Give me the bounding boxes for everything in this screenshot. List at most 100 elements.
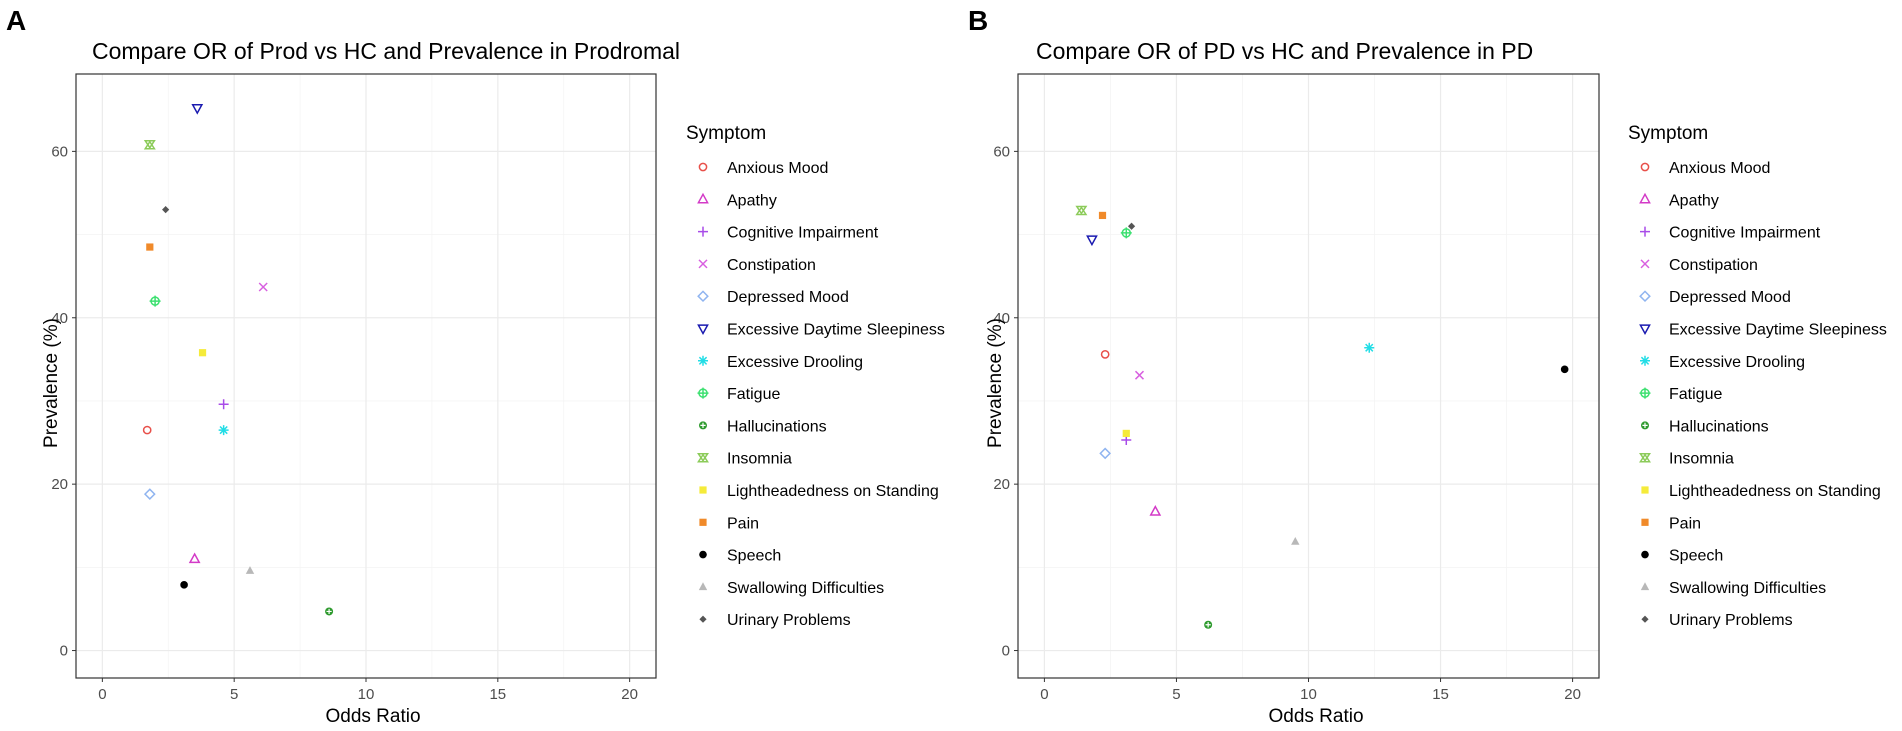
plot-area-a: 0 5 10 15 20 0 20 40 60 [51, 73, 657, 703]
legend-key-excessive-drooling [698, 355, 708, 366]
legend-label-anxious-mood: Anxious Mood [727, 160, 828, 177]
legend-item: Cognitive Impairment [698, 225, 879, 242]
legend-title-b: Symptom [1628, 123, 1708, 144]
legend-label-constipation: Constipation [727, 257, 816, 274]
legend-key-hallucinations [1641, 421, 1649, 430]
legend-key-apathy [697, 192, 709, 204]
point-apathy [188, 552, 201, 564]
legend-label-cognitive-impairment: Cognitive Impairment [727, 225, 879, 242]
legend-item: Excessive Drooling [698, 354, 863, 371]
legend-key-insomnia [1639, 452, 1651, 463]
legend-item: Swallowing Difficulties [698, 580, 884, 597]
legend-key-lightheadedness-on-standing [1641, 486, 1649, 494]
x-axis-title-a: Odds Ratio [325, 706, 420, 727]
legend-item: Depressed Mood [697, 289, 849, 306]
legend-key-excessive-daytime-sleepiness [1639, 324, 1651, 336]
y-tick-label: 40 [51, 310, 68, 327]
legend-label-excessive-drooling: Excessive Drooling [727, 354, 863, 371]
point-excessive-drooling [218, 425, 229, 436]
x-tick-label: 10 [1300, 686, 1317, 703]
legend-key-insomnia [697, 452, 709, 463]
legend-label-speech: Speech [1669, 548, 1723, 565]
legend-label-lightheadedness-on-standing: Lightheadedness on Standing [1669, 483, 1881, 500]
legend-item: Excessive Drooling [1640, 354, 1805, 371]
x-tick-label: 20 [1564, 686, 1581, 703]
point-urinary-problems [162, 206, 170, 214]
y-axis-title-a: Prevalence (%) [41, 318, 62, 448]
legend-b: Anxious Mood Apathy Cognitive Impairment Co… [1639, 160, 1887, 629]
x-tick-label: 10 [358, 686, 375, 703]
legend-key-excessive-drooling [1640, 355, 1650, 366]
point-insomnia [143, 139, 156, 150]
y-tick-label: 40 [993, 310, 1010, 327]
point-pain [1098, 211, 1107, 220]
legend-item: Constipation [1640, 257, 1758, 274]
legend-item: Insomnia [1639, 451, 1734, 468]
legend-label-apathy: Apathy [1669, 192, 1719, 209]
legend-a: Anxious Mood Apathy Cognitive Impairment Co… [697, 160, 945, 629]
legend-key-speech [1641, 550, 1649, 559]
legend-item: Anxious Mood [1640, 160, 1770, 177]
legend-key-pain [1641, 518, 1649, 526]
legend-label-lightheadedness-on-standing: Lightheadedness on Standing [727, 483, 939, 500]
legend-key-urinary-problems [1641, 615, 1649, 623]
legend-item: Pain [699, 515, 759, 532]
x-tick-label: 20 [621, 686, 638, 703]
point-speech [180, 581, 188, 589]
point-lightheadedness-on-standing [1122, 429, 1130, 438]
legend-label-constipation: Constipation [1669, 257, 1758, 274]
panel-b: B Compare OR of PD vs HC and Prevalence … [968, 5, 1887, 727]
legend-key-cognitive-impairment [698, 226, 708, 237]
legend-item: Constipation [698, 257, 816, 274]
legend-key-constipation [698, 259, 708, 269]
legend-key-excessive-daytime-sleepiness [697, 324, 709, 336]
legend-key-depressed-mood [1639, 290, 1651, 303]
legend-item: Depressed Mood [1639, 289, 1791, 306]
point-anxious-mood [142, 425, 152, 435]
legend-key-speech [699, 550, 707, 559]
point-speech [1560, 365, 1569, 374]
point-hallucinations [1204, 620, 1213, 629]
point-excessive-drooling [1364, 342, 1375, 353]
legend-item: Urinary Problems [1641, 612, 1793, 629]
legend-item: Lightheadedness on Standing [699, 483, 939, 500]
legend-item: Apathy [1639, 192, 1719, 209]
legend-label-insomnia: Insomnia [727, 451, 792, 468]
y-tick-label: 20 [993, 476, 1010, 493]
legend-label-excessive-daytime-sleepiness: Excessive Daytime Sleepiness [1669, 322, 1887, 339]
x-tick-label: 0 [1040, 686, 1048, 703]
point-hallucinations [325, 607, 334, 616]
point-swallowing-difficulties [245, 566, 255, 574]
legend-label-excessive-drooling: Excessive Drooling [1669, 354, 1805, 371]
point-excessive-daytime-sleepiness [191, 103, 204, 115]
legend-item: Pain [1641, 515, 1701, 532]
point-constipation [1134, 370, 1145, 380]
point-swallowing-difficulties [1291, 536, 1300, 545]
point-cognitive-impairment [218, 399, 229, 410]
legend-item: Swallowing Difficulties [1640, 580, 1826, 597]
y-tick-label: 20 [51, 476, 68, 493]
legend-label-hallucinations: Hallucinations [727, 418, 827, 435]
legend-key-fatigue [697, 387, 709, 399]
point-fatigue [1120, 227, 1132, 239]
chart-title-a: Compare OR of Prod vs HC and Prevalence … [92, 38, 680, 64]
point-constipation [258, 282, 268, 292]
legend-label-urinary-problems: Urinary Problems [727, 612, 851, 629]
legend-item: Speech [1641, 548, 1723, 565]
legend-item: Hallucinations [699, 418, 827, 435]
point-lightheadedness-on-standing [198, 349, 207, 357]
point-excessive-daytime-sleepiness [1086, 235, 1098, 247]
legend-item: Speech [699, 548, 781, 565]
point-depressed-mood [1099, 447, 1112, 460]
chart-title-b: Compare OR of PD vs HC and Prevalence in… [1036, 38, 1533, 64]
legend-item: Fatigue [1639, 386, 1722, 403]
legend-label-excessive-daytime-sleepiness: Excessive Daytime Sleepiness [727, 322, 945, 339]
panel-label-b: B [968, 5, 988, 36]
plot-area-b: 0 5 10 15 20 0 20 40 60 [993, 73, 1600, 703]
legend-label-urinary-problems: Urinary Problems [1669, 612, 1793, 629]
point-pain [146, 243, 154, 251]
legend-item: Insomnia [697, 451, 792, 468]
y-tick-label: 0 [1002, 643, 1010, 660]
x-tick-label: 5 [1172, 686, 1180, 703]
y-axis-title-b: Prevalence (%) [985, 318, 1006, 448]
